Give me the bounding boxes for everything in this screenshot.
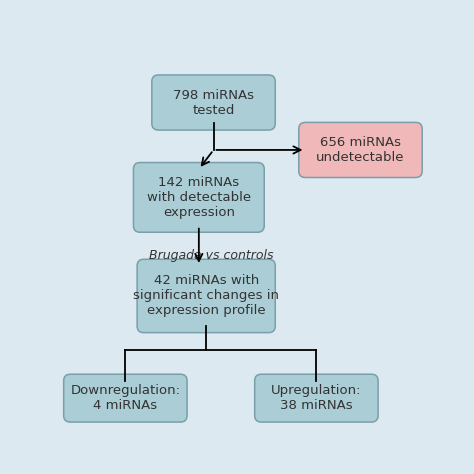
Text: 142 miRNAs
with detectable
expression: 142 miRNAs with detectable expression: [147, 176, 251, 219]
Text: Upregulation:
38 miRNAs: Upregulation: 38 miRNAs: [271, 384, 362, 412]
Text: 656 miRNAs
undetectable: 656 miRNAs undetectable: [316, 136, 405, 164]
Text: 798 miRNAs
tested: 798 miRNAs tested: [173, 89, 254, 117]
Text: Brugada vs controls: Brugada vs controls: [149, 249, 274, 262]
FancyBboxPatch shape: [134, 163, 264, 232]
Text: Downregulation:
4 miRNAs: Downregulation: 4 miRNAs: [70, 384, 181, 412]
FancyBboxPatch shape: [64, 374, 187, 422]
FancyBboxPatch shape: [137, 259, 275, 333]
FancyBboxPatch shape: [299, 122, 422, 177]
Text: 42 miRNAs with
significant changes in
expression profile: 42 miRNAs with significant changes in ex…: [133, 274, 279, 318]
FancyBboxPatch shape: [152, 75, 275, 130]
FancyBboxPatch shape: [255, 374, 378, 422]
